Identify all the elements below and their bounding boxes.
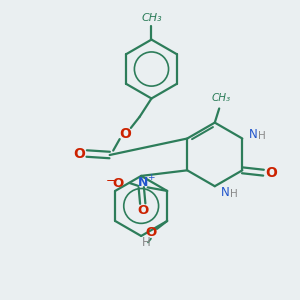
Text: O: O <box>137 204 148 217</box>
Text: O: O <box>113 177 124 190</box>
Text: N: N <box>137 176 148 189</box>
Text: N: N <box>249 128 257 141</box>
Text: H: H <box>258 131 266 141</box>
Text: O: O <box>146 226 157 239</box>
Text: H: H <box>142 236 151 249</box>
Text: N: N <box>221 186 230 199</box>
Text: CH₃: CH₃ <box>211 93 230 103</box>
Text: CH₃: CH₃ <box>141 14 162 23</box>
Text: H: H <box>230 189 238 199</box>
Text: −: − <box>105 174 115 187</box>
Text: O: O <box>119 127 131 141</box>
Text: +: + <box>147 172 154 182</box>
Text: O: O <box>265 166 277 180</box>
Text: O: O <box>74 146 85 161</box>
